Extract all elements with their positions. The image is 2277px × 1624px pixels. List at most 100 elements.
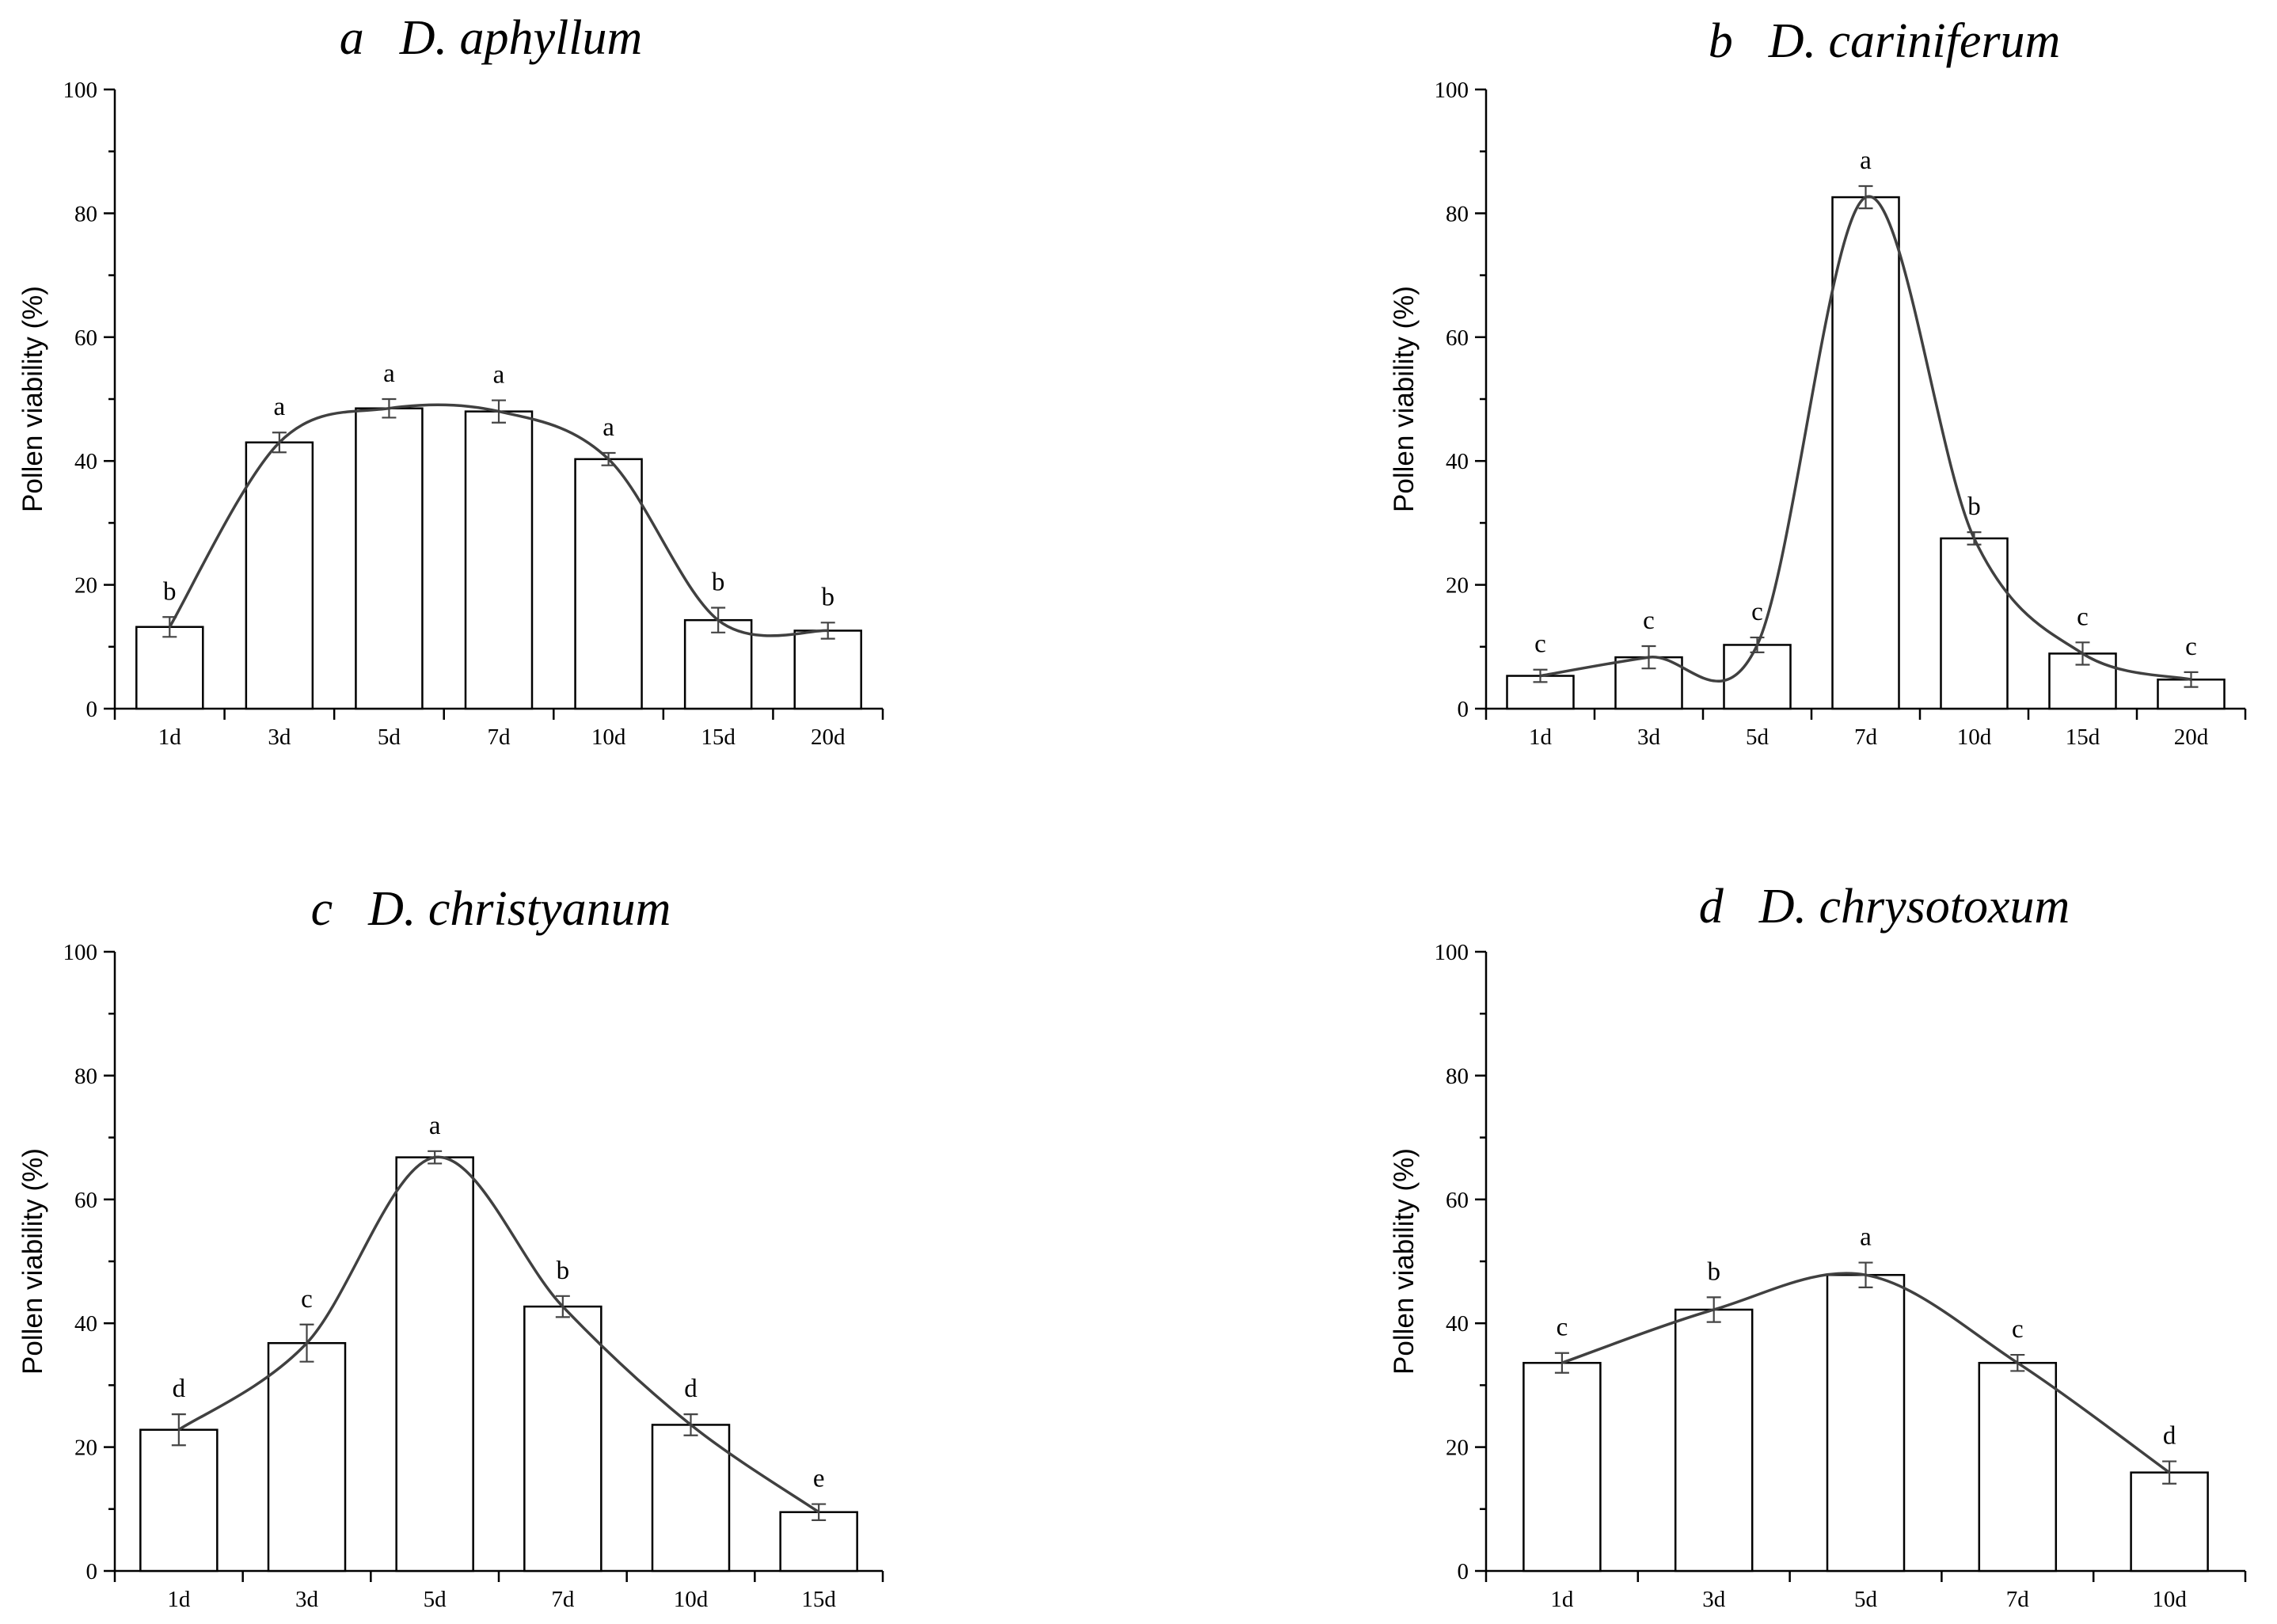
plot-group: b D. cariniferum 0 20 40 60 80 100 Pollen viabil… (1389, 14, 2247, 750)
bar (574, 458, 643, 710)
bar (464, 410, 534, 710)
y-tick-label: 20 (1446, 573, 1469, 599)
x-tick-label: 5d (1854, 1587, 1878, 1612)
x-tick-label: 3d (268, 725, 291, 750)
panel-d: d D. chrysotoxum 0 20 40 60 80 100 Pollen viabil… (1389, 880, 2247, 1612)
x-tick-label: 3d (1637, 725, 1661, 750)
bar (1522, 1361, 1602, 1573)
y-tick-label: 40 (1446, 1311, 1469, 1337)
x-tick-label: 7d (551, 1587, 575, 1612)
y-tick-label: 20 (74, 573, 97, 599)
significance-letter: a (1860, 146, 1872, 175)
significance-letter: b (821, 583, 834, 611)
plot-group: a D. aphyllum 0 20 40 60 80 100 Pollen viability… (17, 11, 884, 750)
significance-letter: c (1643, 607, 1655, 635)
bar (1826, 1273, 1906, 1573)
y-tick-label: 100 (1435, 940, 1469, 965)
significance-letter: b (712, 569, 725, 597)
significance-letter: a (383, 359, 395, 388)
x-tick-label: 20d (811, 725, 846, 750)
x-tick-label: 3d (295, 1587, 319, 1612)
bar (1831, 196, 1900, 710)
significance-letter: c (301, 1285, 313, 1314)
y-tick-label: 60 (74, 1188, 97, 1213)
significance-letter: b (1967, 493, 1981, 521)
species-name: D. chrysotoxum (1758, 880, 2070, 934)
trend-curve (1540, 195, 2191, 683)
species-name: D. christyanum (367, 882, 671, 936)
bar (651, 1424, 731, 1573)
y-tick-label: 0 (86, 697, 98, 722)
x-tick-label: 7d (1854, 725, 1878, 750)
bar (245, 441, 314, 710)
significance-letter: c (1557, 1314, 1568, 1342)
panel-letter: a (340, 11, 364, 65)
significance-letter: b (557, 1257, 570, 1285)
significance-letter: d (173, 1375, 186, 1403)
bar (523, 1305, 603, 1573)
significance-letter: c (2077, 603, 2089, 631)
panel-letter: b (1709, 14, 1733, 68)
bar (1940, 537, 2009, 710)
significance-letter: a (1860, 1223, 1872, 1252)
y-axis-label: Pollen viability (%) (1389, 286, 1420, 512)
significance-letter: a (493, 361, 505, 390)
x-tick-label: 15d (701, 725, 736, 750)
significance-letter: b (163, 577, 177, 606)
y-tick-label: 40 (74, 449, 97, 474)
bar (793, 629, 862, 710)
x-tick-label: 3d (1702, 1587, 1726, 1612)
significance-letter: e (813, 1465, 825, 1493)
chart-title: d D. chrysotoxum (1699, 880, 2070, 934)
y-axis-label: Pollen viability (%) (1389, 1148, 1420, 1375)
species-name: D. aphyllum (399, 11, 643, 65)
bar (355, 407, 424, 710)
trend-curve (168, 403, 828, 637)
chart-title: a D. aphyllum (340, 11, 643, 65)
bar (395, 1156, 474, 1573)
x-tick-label: 20d (2174, 725, 2209, 750)
x-tick-label: 5d (1746, 725, 1770, 750)
plot-group: d D. chrysotoxum 0 20 40 60 80 100 Pollen viabil… (1389, 880, 2247, 1612)
panel-letter: c (311, 882, 333, 936)
x-tick-label: 5d (378, 725, 401, 750)
plot-group: c D. christyanum 0 20 40 60 80 100 Pollen viabil… (17, 882, 884, 1612)
significance-letter: c (1534, 630, 1546, 659)
y-tick-label: 80 (74, 1063, 97, 1089)
y-tick-label: 80 (74, 201, 97, 226)
y-tick-label: 100 (1435, 78, 1469, 103)
significance-letter: d (2163, 1422, 2176, 1451)
significance-letter: a (603, 413, 614, 442)
bar (2130, 1471, 2209, 1573)
y-tick-label: 60 (1446, 325, 1469, 351)
y-axis-label: Pollen viability (%) (17, 1148, 48, 1375)
bar (135, 626, 204, 710)
y-tick-label: 40 (1446, 449, 1469, 474)
y-tick-label: 40 (74, 1311, 97, 1337)
x-tick-label: 7d (488, 725, 511, 750)
y-tick-label: 60 (1446, 1188, 1469, 1213)
panel-b: b D. cariniferum 0 20 40 60 80 100 Pollen viabil… (1389, 14, 2247, 750)
significance-letter: b (1707, 1257, 1720, 1286)
y-tick-label: 0 (86, 1559, 98, 1584)
panel-letter: d (1699, 880, 1724, 934)
bar (779, 1511, 858, 1573)
bar (1978, 1361, 2058, 1573)
trend-curve (177, 1155, 820, 1514)
panel-c: c D. christyanum 0 20 40 60 80 100 Pollen viabil… (17, 882, 884, 1612)
species-name: D. cariniferum (1768, 14, 2061, 68)
y-tick-label: 100 (63, 78, 98, 103)
y-tick-label: 80 (1446, 1063, 1469, 1089)
y-axis-label: Pollen viability (%) (17, 286, 48, 512)
y-tick-label: 80 (1446, 201, 1469, 226)
x-tick-label: 1d (1550, 1587, 1574, 1612)
x-tick-label: 15d (2066, 725, 2100, 750)
y-tick-label: 0 (1458, 1559, 1469, 1584)
x-tick-label: 1d (1529, 725, 1553, 750)
significance-letter: c (2012, 1315, 2024, 1344)
y-tick-label: 60 (74, 325, 97, 351)
y-tick-label: 0 (1458, 697, 1469, 722)
x-tick-label: 10d (1957, 725, 1992, 750)
x-tick-label: 10d (2152, 1587, 2187, 1612)
y-tick-label: 20 (1446, 1436, 1469, 1461)
